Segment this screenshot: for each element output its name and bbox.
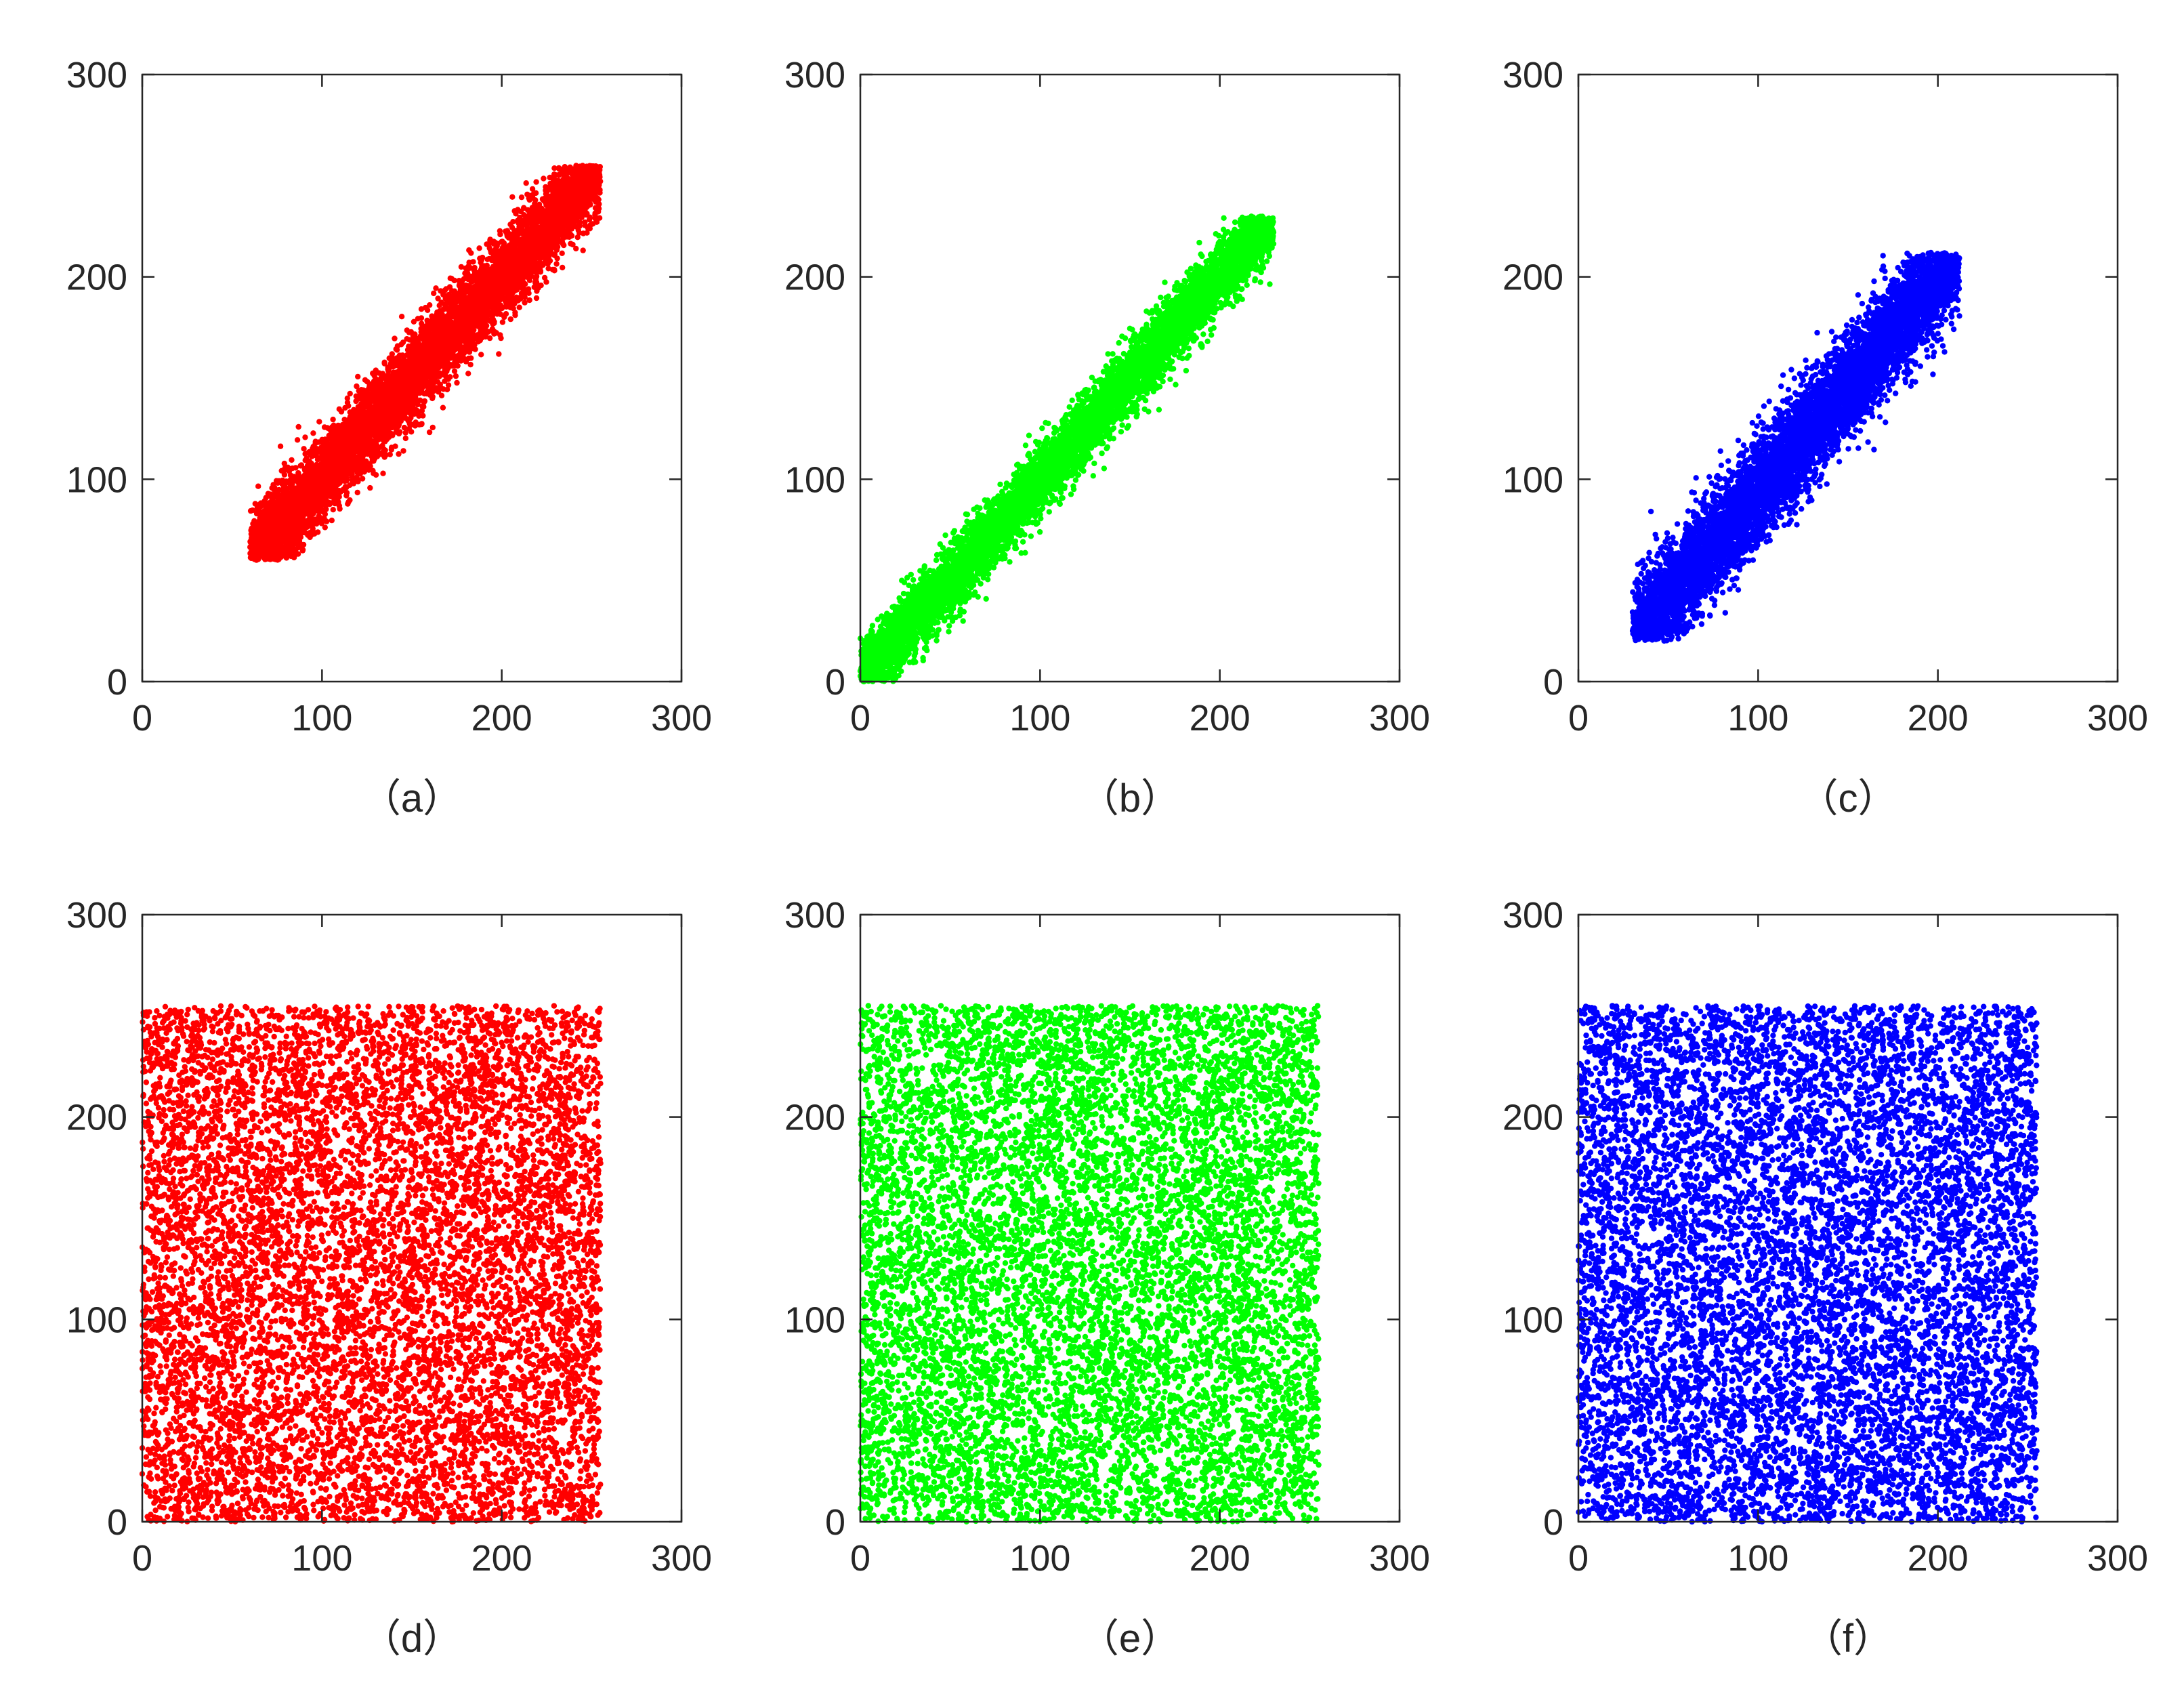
scatter-point [443, 286, 449, 292]
scatter-point [277, 443, 284, 449]
scatter-point [580, 247, 586, 253]
scatter-point [453, 373, 459, 379]
scatter-point [281, 472, 288, 478]
scatter-point [337, 505, 343, 512]
scatter-point [518, 194, 525, 201]
scatter-point [451, 368, 458, 374]
scatter-point [402, 435, 408, 442]
scatter-point [510, 219, 516, 225]
scatter-point [285, 464, 291, 470]
scatter-point [388, 444, 395, 451]
scatter-point [574, 234, 581, 241]
scatter-point [427, 302, 433, 308]
scatter-point [543, 279, 549, 285]
scatter-point [553, 261, 560, 267]
scatter-point [362, 377, 369, 383]
scatter-point [302, 434, 308, 440]
scatter-point [496, 351, 502, 357]
scatter-point [523, 180, 529, 186]
scatter-point [356, 388, 362, 394]
scatter-point [465, 371, 471, 377]
scatter-point [503, 302, 509, 308]
scatter-point [560, 264, 566, 271]
scatter-point [373, 370, 379, 376]
scatter-point [406, 420, 413, 427]
scatter-point [438, 288, 444, 294]
scatter-point [354, 489, 360, 496]
scatter-point [278, 468, 285, 474]
scatter-point [516, 304, 522, 310]
scatter-point [343, 493, 350, 499]
scatter-point [426, 429, 433, 436]
scatter-point [541, 175, 547, 182]
scatter-point [367, 484, 373, 491]
scatter-point [344, 395, 350, 401]
scatter-point [330, 507, 336, 513]
scatter-point [310, 430, 316, 436]
scatter-point [355, 373, 361, 380]
scatter-point [420, 413, 426, 419]
scatter-point [440, 404, 446, 411]
scatter-point [559, 250, 565, 256]
scatter-point [401, 424, 408, 431]
scatter-point [533, 179, 539, 185]
scatter-point [396, 451, 402, 457]
scatter-point [310, 443, 316, 450]
scatter-point [417, 397, 423, 403]
scatter-point [338, 409, 345, 415]
scatter-point [429, 424, 436, 431]
scatter-point [293, 465, 299, 471]
scatter-point [294, 437, 301, 443]
scatter-point [551, 165, 558, 171]
scatter-point [394, 355, 400, 361]
scatter-point [295, 423, 301, 430]
scatter-point [406, 425, 413, 432]
scatter-point [247, 507, 254, 514]
scatter-point [316, 419, 322, 425]
scatter-point [400, 448, 406, 454]
scatter-point [424, 307, 431, 313]
scatter-point [386, 355, 392, 361]
scatter-point [522, 299, 528, 306]
scatter-point [497, 231, 503, 238]
scatter-point [585, 225, 591, 231]
scatter-points [247, 163, 604, 563]
scatter-point [573, 245, 579, 252]
scatter-point [380, 470, 386, 476]
scatter-point [595, 204, 602, 210]
scatter-point [392, 335, 398, 341]
scatter-point [556, 166, 562, 172]
scatter-point [398, 314, 405, 320]
scatter-point [408, 329, 415, 335]
scatter-point [507, 316, 513, 323]
scatter-point [547, 174, 553, 181]
scatter-point [345, 499, 352, 505]
scatter-point [533, 295, 540, 302]
scatter-point [592, 210, 598, 216]
scatter-point [476, 245, 482, 251]
scatter-point [486, 335, 493, 341]
scatter-point [478, 352, 484, 358]
scatter-point [498, 335, 504, 341]
